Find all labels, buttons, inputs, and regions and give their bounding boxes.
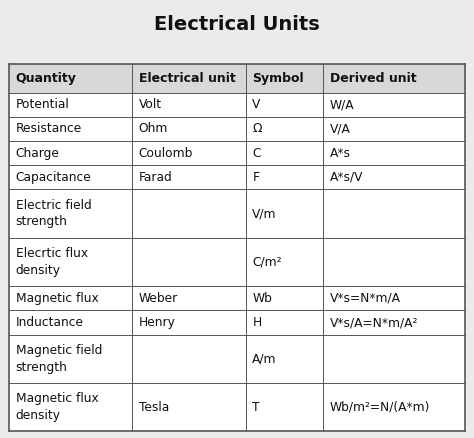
Text: Wb: Wb — [252, 292, 272, 305]
Text: Farad: Farad — [138, 171, 172, 184]
Bar — [9, 64, 465, 431]
Bar — [132, 165, 246, 189]
Bar — [323, 92, 465, 117]
Bar — [132, 335, 246, 383]
Bar — [132, 92, 246, 117]
Bar — [323, 189, 465, 238]
Text: Elecrtic flux
density: Elecrtic flux density — [16, 247, 88, 277]
Bar — [323, 64, 465, 92]
Bar — [323, 311, 465, 335]
Text: Electrical Units: Electrical Units — [154, 15, 320, 34]
Bar — [9, 311, 132, 335]
Bar — [132, 383, 246, 431]
Bar — [246, 64, 323, 92]
Text: V: V — [252, 98, 261, 111]
Bar — [246, 286, 323, 311]
Text: Volt: Volt — [138, 98, 162, 111]
Bar — [9, 141, 132, 165]
Text: F: F — [252, 171, 259, 184]
Text: Resistance: Resistance — [16, 122, 82, 135]
Text: W/A: W/A — [329, 98, 354, 111]
Bar — [246, 141, 323, 165]
Bar — [9, 117, 132, 141]
Bar — [246, 238, 323, 286]
Bar — [9, 165, 132, 189]
Text: Ω: Ω — [252, 122, 262, 135]
Text: Ohm: Ohm — [138, 122, 168, 135]
Text: Quantity: Quantity — [16, 71, 76, 85]
Bar — [9, 286, 132, 311]
Bar — [323, 383, 465, 431]
Bar — [323, 286, 465, 311]
Bar — [246, 117, 323, 141]
Text: A*s/V: A*s/V — [329, 171, 363, 184]
Text: Electrical unit: Electrical unit — [138, 71, 235, 85]
Text: V/A: V/A — [329, 122, 350, 135]
Text: V/m: V/m — [252, 207, 277, 220]
Bar — [132, 311, 246, 335]
Text: Derived unit: Derived unit — [329, 71, 416, 85]
Bar — [323, 335, 465, 383]
Bar — [132, 64, 246, 92]
Bar — [9, 238, 132, 286]
Text: V*s=N*m/A: V*s=N*m/A — [329, 292, 401, 305]
Text: Henry: Henry — [138, 316, 175, 329]
Bar — [9, 189, 132, 238]
Bar — [246, 189, 323, 238]
Text: Weber: Weber — [138, 292, 178, 305]
Text: Symbol: Symbol — [252, 71, 304, 85]
Text: V*s/A=N*m/A²: V*s/A=N*m/A² — [329, 316, 418, 329]
Bar — [9, 92, 132, 117]
Bar — [132, 286, 246, 311]
Text: Magnetic flux
density: Magnetic flux density — [16, 392, 99, 422]
Text: A/m: A/m — [252, 352, 277, 365]
Text: Potential: Potential — [16, 98, 69, 111]
Text: Magnetic field
strength: Magnetic field strength — [16, 344, 102, 374]
Bar — [246, 92, 323, 117]
Bar — [9, 64, 132, 92]
Text: Tesla: Tesla — [138, 401, 169, 414]
Bar — [246, 383, 323, 431]
Bar — [132, 238, 246, 286]
Bar — [132, 189, 246, 238]
Bar — [132, 141, 246, 165]
Text: H: H — [252, 316, 262, 329]
Bar — [246, 335, 323, 383]
Bar — [246, 165, 323, 189]
Bar — [323, 238, 465, 286]
Text: Coulomb: Coulomb — [138, 147, 193, 159]
Bar — [323, 141, 465, 165]
Bar — [9, 383, 132, 431]
Bar — [323, 117, 465, 141]
Text: C/m²: C/m² — [252, 255, 282, 268]
Text: T: T — [252, 401, 260, 414]
Text: Capacitance: Capacitance — [16, 171, 91, 184]
Bar — [132, 117, 246, 141]
Text: Wb/m²=N/(A*m): Wb/m²=N/(A*m) — [329, 401, 430, 414]
Bar — [323, 165, 465, 189]
Bar — [9, 335, 132, 383]
Text: Charge: Charge — [16, 147, 60, 159]
Text: Magnetic flux: Magnetic flux — [16, 292, 99, 305]
Text: Electric field
strength: Electric field strength — [16, 199, 91, 228]
Text: A*s: A*s — [329, 147, 351, 159]
Bar — [246, 311, 323, 335]
Text: Inductance: Inductance — [16, 316, 83, 329]
Text: C: C — [252, 147, 261, 159]
